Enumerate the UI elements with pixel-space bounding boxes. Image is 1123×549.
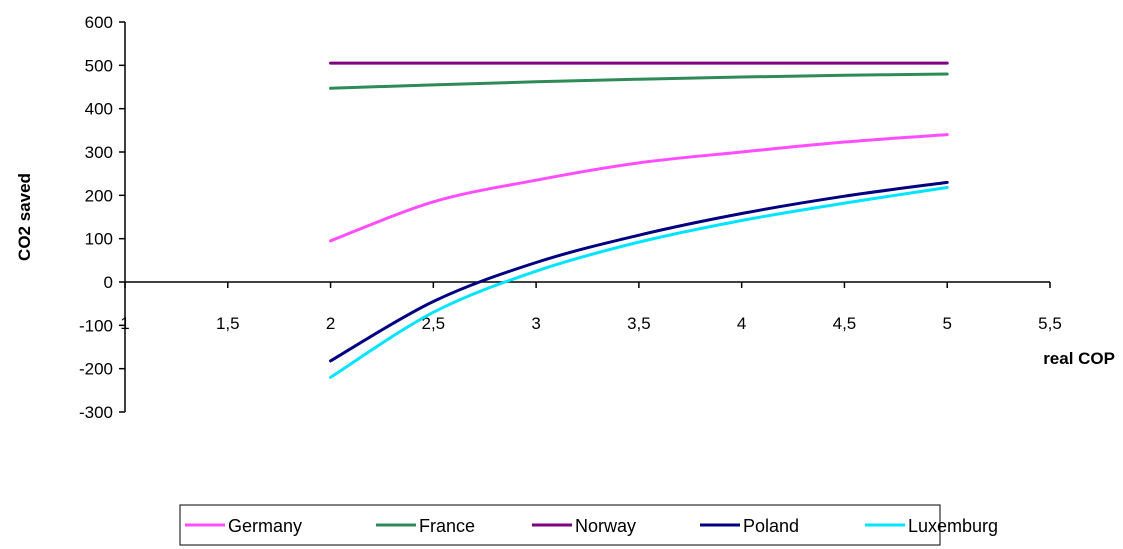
y-tick-label: -100 — [79, 316, 113, 335]
legend-items: Germany France Norway Poland Luxemburg — [185, 516, 998, 536]
x-tick-label: 4,5 — [833, 314, 857, 333]
x-tick-label: 2 — [326, 314, 335, 333]
legend: Germany France Norway Poland Luxemburg — [179, 504, 998, 546]
x-tick-label: 1 — [120, 314, 129, 333]
y-tick-label: 600 — [85, 13, 113, 32]
x-tick-label: 5,5 — [1038, 314, 1062, 333]
series-layer — [329, 61, 949, 379]
y-tick-label: 300 — [85, 143, 113, 162]
series-line-germany — [329, 133, 949, 243]
axes: 600 500 400 300 200 100 0 -100 -200 -300 1 1,5 2 2,5… — [79, 13, 1062, 422]
x-tick-label: 2,5 — [422, 314, 446, 333]
series-line-france — [329, 72, 949, 90]
series-line-poland — [329, 180, 949, 363]
series-line-luxemburg — [329, 186, 949, 379]
x-tick-label: 4 — [737, 314, 746, 333]
y-tick-label: 500 — [85, 56, 113, 75]
y-tick-label: 400 — [85, 100, 113, 119]
legend-label-france: France — [419, 516, 475, 536]
legend-label-luxemburg: Luxemburg — [908, 516, 998, 536]
y-tick-label: 0 — [104, 273, 113, 292]
legend-label-germany: Germany — [228, 516, 302, 536]
x-tick-label: 3,5 — [627, 314, 651, 333]
x-tick-label: 3 — [531, 314, 540, 333]
x-tick-label: 1,5 — [216, 314, 240, 333]
y-axis-title: CO2 saved — [15, 173, 34, 261]
y-axis-ticks: 600 500 400 300 200 100 0 -100 -200 -300 — [79, 13, 125, 422]
y-tick-label: 200 — [85, 186, 113, 205]
y-tick-label: -300 — [79, 403, 113, 422]
legend-label-norway: Norway — [575, 516, 636, 536]
legend-label-poland: Poland — [743, 516, 799, 536]
x-axis-ticks: 1 1,5 2 2,5 3 3,5 4 4,5 5 5,5 — [120, 282, 1062, 333]
y-tick-label: 100 — [85, 230, 113, 249]
y-tick-label: -200 — [79, 360, 113, 379]
x-tick-label: 5 — [942, 314, 951, 333]
x-axis-title: real COP — [1043, 349, 1115, 368]
